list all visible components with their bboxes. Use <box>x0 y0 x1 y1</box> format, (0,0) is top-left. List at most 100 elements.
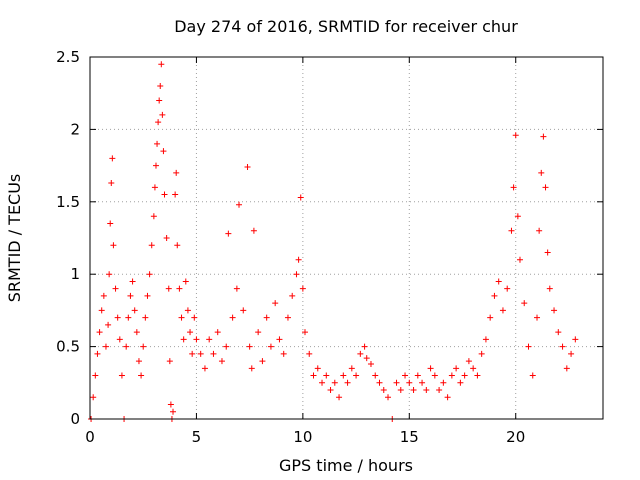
data-point <box>206 336 213 343</box>
data-point <box>110 242 117 249</box>
data-point <box>263 314 270 321</box>
data-point <box>540 133 547 140</box>
data-point <box>310 372 317 379</box>
data-point <box>536 227 543 234</box>
data-point <box>331 379 338 386</box>
x-tick-label: 10 <box>293 428 312 446</box>
y-tick-label: 2.5 <box>56 48 80 66</box>
data-point <box>529 372 536 379</box>
data-point <box>295 256 302 263</box>
data-point <box>314 365 321 372</box>
data-point <box>151 184 158 191</box>
data-point <box>267 343 274 350</box>
data-point <box>512 132 519 139</box>
data-point <box>114 314 121 321</box>
data-point <box>444 394 451 401</box>
x-axis-label: GPS time / hours <box>279 456 413 475</box>
data-point <box>555 329 562 336</box>
data-point <box>297 194 304 201</box>
data-point <box>348 365 355 372</box>
data-point <box>410 387 417 394</box>
data-point <box>116 336 123 343</box>
data-point <box>96 329 103 336</box>
y-tick-label: 0 <box>70 410 80 428</box>
data-point <box>495 278 502 285</box>
data-point <box>510 184 517 191</box>
data-point <box>102 343 109 350</box>
data-point <box>559 343 566 350</box>
data-point <box>167 401 174 408</box>
data-point <box>156 97 163 104</box>
data-point <box>223 343 230 350</box>
data-point <box>521 300 528 307</box>
data-point <box>514 213 521 220</box>
data-point <box>154 140 161 147</box>
data-point <box>306 350 313 357</box>
data-point <box>499 307 506 314</box>
data-point <box>361 343 368 350</box>
data-point <box>336 394 343 401</box>
data-point <box>94 350 101 357</box>
data-point <box>210 350 217 357</box>
data-point <box>568 350 575 357</box>
data-point <box>397 387 404 394</box>
data-point <box>159 111 166 118</box>
data-point <box>225 230 232 237</box>
data-point <box>402 372 409 379</box>
data-point <box>487 314 494 321</box>
data-point <box>385 394 392 401</box>
y-tick-label: 2 <box>70 120 80 138</box>
data-point <box>187 329 194 336</box>
y-tick-label: 1 <box>70 265 80 283</box>
data-point <box>357 350 364 357</box>
data-point <box>109 155 116 162</box>
data-point <box>112 285 119 292</box>
data-point <box>465 358 472 365</box>
data-point <box>189 350 196 357</box>
data-point <box>327 387 334 394</box>
data-point <box>170 408 177 415</box>
data-point <box>272 300 279 307</box>
data-point <box>229 314 236 321</box>
data-point <box>127 292 134 299</box>
data-point <box>372 372 379 379</box>
data-point <box>174 242 181 249</box>
data-point <box>178 314 185 321</box>
data-point <box>406 379 413 386</box>
data-point <box>478 350 485 357</box>
data-point <box>284 314 291 321</box>
data-point <box>301 329 308 336</box>
data-point <box>197 350 204 357</box>
data-point <box>353 372 360 379</box>
data-point <box>180 336 187 343</box>
data-point <box>184 307 191 314</box>
data-point <box>516 256 523 263</box>
data-point <box>133 329 140 336</box>
data-point <box>457 379 464 386</box>
data-point <box>393 379 400 386</box>
data-point <box>248 365 255 372</box>
data-point <box>150 213 157 220</box>
data-point <box>250 227 257 234</box>
data-point <box>176 285 183 292</box>
data-point <box>105 321 112 328</box>
data-point <box>280 350 287 357</box>
x-tick-label: 15 <box>400 428 419 446</box>
x-tick-label: 20 <box>506 428 525 446</box>
data-point <box>244 164 251 171</box>
data-point <box>344 379 351 386</box>
data-point <box>299 285 306 292</box>
data-point <box>100 292 107 299</box>
data-point <box>551 307 558 314</box>
data-point <box>423 387 430 394</box>
data-point <box>289 292 296 299</box>
data-point <box>255 329 262 336</box>
y-tick-label: 1.5 <box>56 193 80 211</box>
plot-frame <box>89 56 604 420</box>
data-point <box>108 179 115 186</box>
data-point <box>146 271 153 278</box>
data-point <box>546 285 553 292</box>
data-point <box>152 162 159 169</box>
data-point <box>363 355 370 362</box>
